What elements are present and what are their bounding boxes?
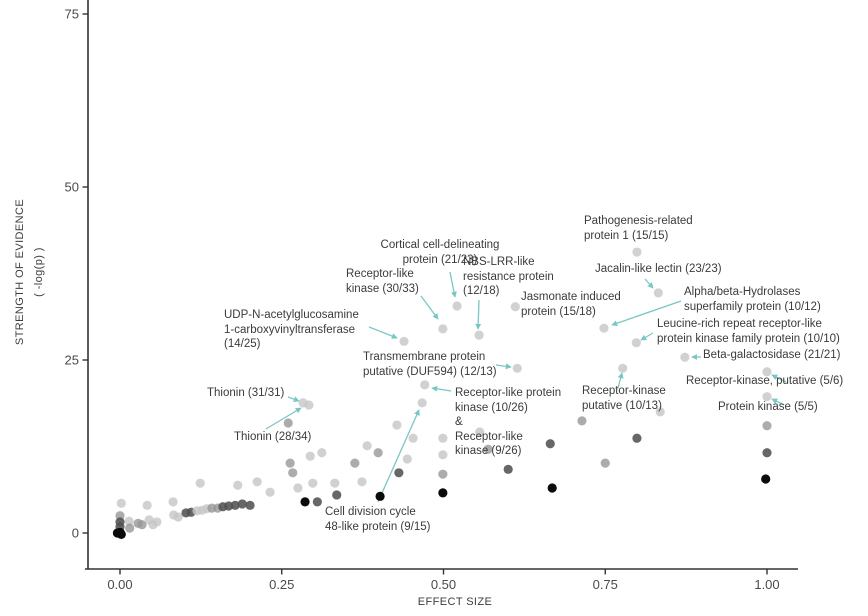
data-point [392, 420, 402, 430]
data-point [304, 400, 314, 410]
data-point [394, 468, 404, 478]
data-point [293, 483, 303, 493]
annotation-arrow [644, 278, 654, 289]
data-point [283, 418, 293, 428]
data-point [475, 427, 485, 437]
data-point [653, 288, 663, 298]
data-point [300, 497, 310, 507]
data-point [195, 478, 205, 488]
data-point [332, 490, 342, 500]
data-point [237, 499, 247, 509]
data-point [245, 500, 255, 510]
data-point [483, 444, 493, 454]
data-point [402, 454, 412, 464]
data-point [632, 247, 642, 257]
data-point [438, 433, 448, 443]
data-point [599, 323, 609, 333]
data-point [655, 407, 665, 417]
annotation-arrow [495, 363, 512, 370]
data-point [417, 398, 427, 408]
data-point [375, 491, 385, 501]
data-point [357, 477, 367, 487]
data-point [503, 464, 513, 474]
annotation-arrow [431, 385, 452, 392]
annotation-arrow [287, 396, 300, 403]
data-point [373, 448, 383, 458]
data-point [312, 497, 322, 507]
data-point [173, 512, 183, 522]
data-point [116, 498, 126, 508]
data-point [362, 441, 372, 451]
data-point [408, 433, 418, 443]
data-point [632, 433, 642, 443]
data-point [168, 497, 178, 507]
data-point [618, 363, 628, 373]
data-point [125, 523, 135, 533]
data-point [510, 302, 520, 312]
data-point [680, 352, 690, 362]
annotation-arrow [475, 299, 482, 330]
data-point [545, 439, 555, 449]
data-point [438, 450, 448, 460]
data-point [317, 448, 327, 458]
data-point [452, 301, 462, 311]
data-point [438, 469, 448, 479]
y-axis-title-line2: ( -log(p) ) [33, 247, 45, 297]
y-axis-title-line1: STRENGTH OF EVIDENCE [14, 198, 26, 346]
data-point [420, 380, 430, 390]
data-point [265, 487, 275, 497]
data-point [762, 448, 772, 458]
annotation-arrow [368, 326, 398, 339]
data-point [137, 520, 147, 530]
data-point [330, 478, 340, 488]
data-point [762, 392, 772, 402]
annotation-arrow [377, 409, 420, 503]
annotation-arrow [771, 374, 787, 383]
annotation-arrow [265, 407, 302, 430]
annotation-arrow [617, 372, 624, 389]
data-point [474, 330, 484, 340]
data-point [233, 480, 243, 490]
data-point [399, 336, 409, 346]
data-point [142, 500, 152, 510]
data-point [285, 458, 295, 468]
data-point [438, 324, 448, 334]
data-point [631, 338, 641, 348]
x-axis-title: EFFECT SIZE [417, 596, 493, 608]
data-point [288, 468, 298, 478]
annotation-arrow [611, 300, 682, 327]
annotation-arrow [640, 332, 654, 341]
data-point [547, 483, 557, 493]
annotation-arrow [449, 271, 457, 298]
data-point [438, 488, 448, 498]
data-point [112, 528, 123, 538]
data-point [124, 516, 134, 526]
data-point [305, 451, 315, 461]
data-point [600, 458, 610, 468]
data-point [308, 478, 318, 488]
data-point [761, 474, 771, 484]
data-point [762, 367, 772, 377]
data-point [252, 477, 262, 487]
data-point [152, 517, 162, 527]
y-axis-title: STRENGTH OF EVIDENCE ( -log(p) ) [11, 199, 49, 345]
annotation-arrow [420, 295, 439, 320]
data-point [762, 421, 772, 431]
data-point [350, 458, 360, 468]
data-point [512, 363, 522, 373]
data-point [577, 416, 587, 426]
annotation-arrow [771, 398, 785, 406]
data-point [230, 500, 240, 510]
